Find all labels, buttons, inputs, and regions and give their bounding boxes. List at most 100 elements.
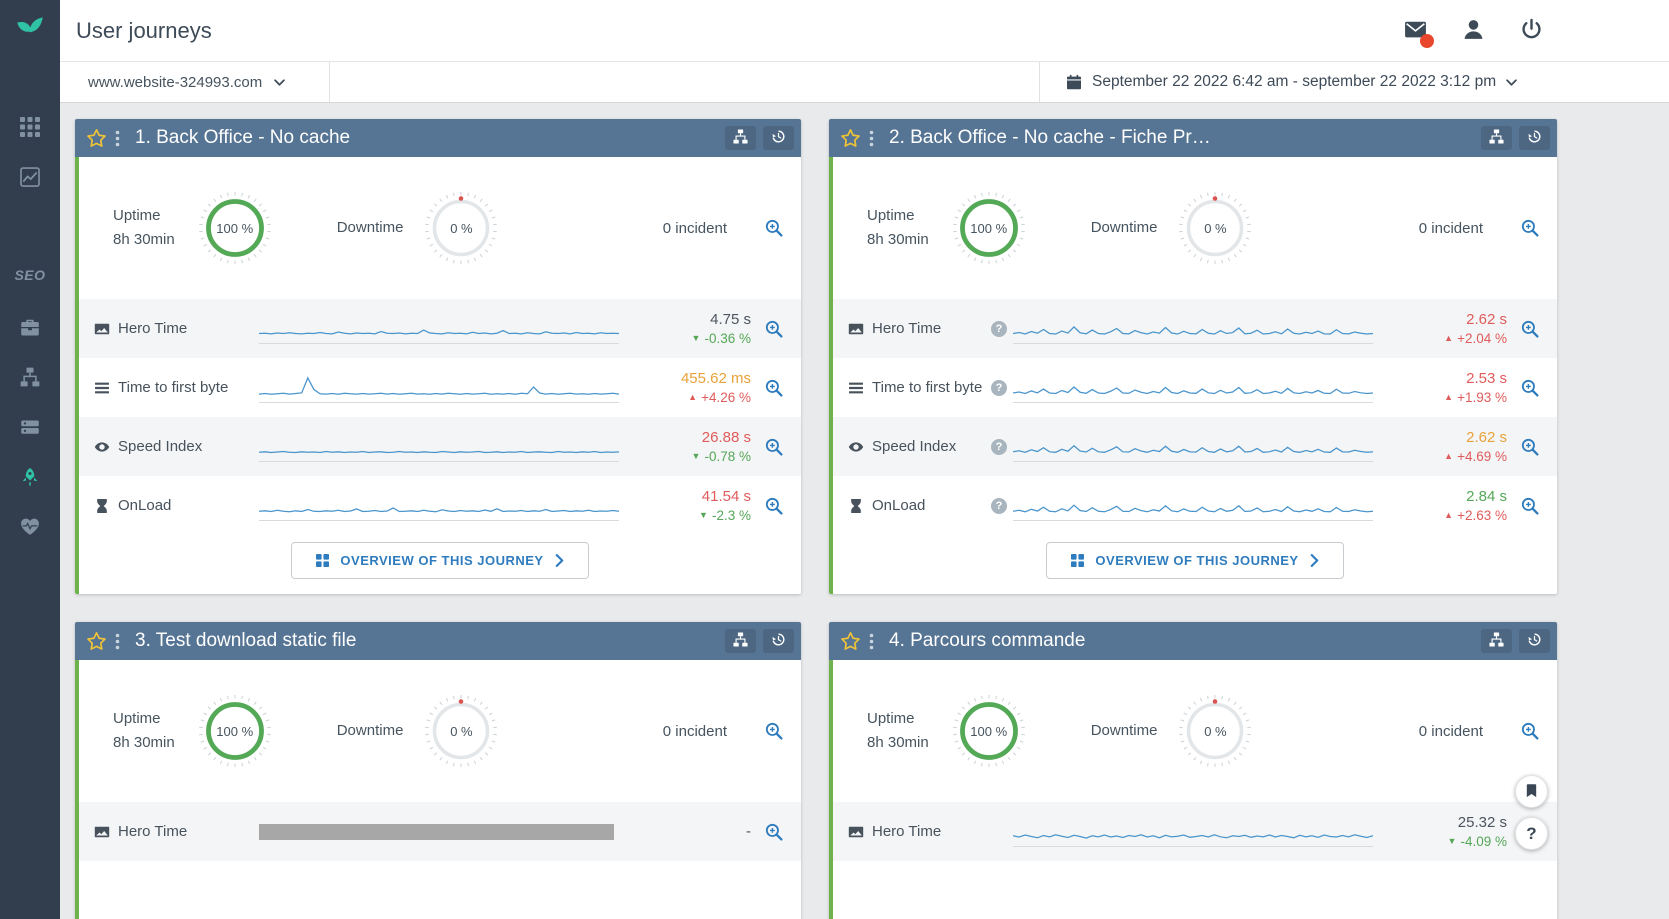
sidebar-item-toolbox[interactable]: [0, 304, 60, 354]
metric-rows: Hero Time ? 25.32 s ▼ -4.09 %: [833, 802, 1557, 861]
journey-card: 1. Back Office - No cache Uptime 8h 30mi…: [75, 119, 801, 594]
history-button[interactable]: [763, 629, 794, 653]
overview-button-label: OVERVIEW OF THIS JOURNEY: [340, 553, 544, 568]
journey-title: 4. Parcours commande: [889, 630, 1086, 651]
main-column: User journeys www.website-324993.com: [60, 0, 1669, 919]
favorite-star-icon[interactable]: [838, 126, 862, 150]
metric-delta: ▼ -0.78 %: [692, 449, 751, 464]
zoom-metric-button[interactable]: [763, 377, 785, 399]
sidebar-item-health[interactable]: [0, 504, 60, 554]
zoom-metric-button[interactable]: [1519, 495, 1541, 517]
overview-button[interactable]: OVERVIEW OF THIS JOURNEY: [291, 542, 589, 579]
history-button[interactable]: [1519, 126, 1550, 150]
metric-values: 2.84 s ▲ +2.63 %: [1373, 488, 1519, 523]
sidebar-item-sitemap[interactable]: [0, 354, 60, 404]
downtime-gauge: 0 %: [423, 693, 499, 769]
notification-badge: [1420, 33, 1434, 48]
zoom-metric-button[interactable]: [763, 436, 785, 458]
metric-delta-value: -4.09 %: [1460, 834, 1507, 849]
zoom-availability-button[interactable]: [763, 720, 785, 742]
help-button[interactable]: ?: [1515, 817, 1548, 850]
favorite-star-icon[interactable]: [838, 629, 862, 653]
zoom-metric-button[interactable]: [763, 318, 785, 340]
uptime-value: 100 %: [216, 220, 254, 236]
sidebar-item-apps[interactable]: [0, 104, 60, 154]
uptime-gauge: 100 %: [951, 693, 1027, 769]
help-icon[interactable]: ?: [991, 438, 1007, 455]
sidebar-item-journeys[interactable]: [0, 454, 60, 504]
downtime-value: 0 %: [1204, 723, 1227, 739]
no-data-bar: [259, 823, 614, 840]
zoom-metric-button[interactable]: [763, 495, 785, 517]
account-button[interactable]: [1459, 17, 1487, 45]
history-button[interactable]: [763, 126, 794, 150]
metric-values: 2.62 s ▲ +2.04 %: [1373, 311, 1519, 346]
help-icon[interactable]: ?: [991, 379, 1007, 396]
incident-count: 0 incident: [662, 722, 727, 740]
content: 1. Back Office - No cache Uptime 8h 30mi…: [60, 103, 1669, 919]
help-icon[interactable]: ?: [991, 320, 1007, 337]
metric-delta: ▼ -0.36 %: [692, 331, 751, 346]
sidebar-item-seo[interactable]: SEO: [14, 267, 46, 283]
sidebar-item-analytics[interactable]: [0, 154, 60, 204]
site-selector-value: www.website-324993.com: [88, 73, 263, 91]
zoom-availability-button[interactable]: [1519, 217, 1541, 239]
image-icon: [848, 321, 864, 337]
trend-arrow-icon: ▲: [1444, 510, 1454, 520]
uptime-value: 100 %: [216, 723, 254, 739]
journey-card-header: 4. Parcours commande: [829, 622, 1557, 660]
metric-values: 26.88 s ▼ -0.78 %: [619, 429, 763, 464]
drag-handle-icon[interactable]: [869, 130, 877, 147]
help-icon[interactable]: ?: [991, 497, 1007, 514]
hourglass-icon: [848, 498, 864, 514]
metric-sparkline: [259, 817, 619, 847]
uptime-gauge: 100 %: [197, 190, 273, 266]
page-title: User journeys: [76, 17, 212, 43]
overview-button[interactable]: OVERVIEW OF THIS JOURNEY: [1046, 542, 1344, 579]
date-range-value: September 22 2022 6:42 am - september 22…: [1092, 73, 1497, 90]
bookmark-button[interactable]: [1515, 775, 1548, 808]
sitemap-icon: [733, 632, 748, 650]
zoom-metric-button[interactable]: [1519, 377, 1541, 399]
metric-label-wrap: Time to first byte ?: [94, 379, 259, 396]
history-icon: [1527, 129, 1542, 147]
favorite-star-icon[interactable]: [84, 126, 108, 150]
journey-title: 1. Back Office - No cache: [135, 127, 351, 148]
drag-handle-icon[interactable]: [115, 130, 123, 147]
metric-rows: Hero Time ? 2.62 s ▲ +2.04 % Time to fir…: [833, 299, 1557, 535]
metric-rows: Hero Time ? -: [79, 802, 801, 861]
metric-values: 25.32 s ▼ -4.09 %: [1373, 814, 1519, 849]
journey-steps-button[interactable]: [1481, 629, 1512, 653]
metric-row: Speed Index ? 2.62 s ▲ +4.69 %: [833, 417, 1557, 476]
site-selector[interactable]: www.website-324993.com: [60, 62, 330, 102]
messages-button[interactable]: [1401, 17, 1434, 48]
chevron-down-icon: [1506, 78, 1517, 86]
zoom-metric-button[interactable]: [1519, 436, 1541, 458]
journey-steps-button[interactable]: [1481, 126, 1512, 150]
favorite-star-icon[interactable]: [84, 629, 108, 653]
zoom-metric-button[interactable]: [763, 821, 785, 843]
logout-button[interactable]: [1517, 17, 1545, 45]
image-icon: [94, 824, 110, 840]
journey-steps-button[interactable]: [725, 126, 756, 150]
drag-handle-icon[interactable]: [869, 633, 877, 650]
zoom-availability-button[interactable]: [763, 217, 785, 239]
journey-steps-button[interactable]: [725, 629, 756, 653]
app-logo[interactable]: [0, 0, 60, 62]
drag-handle-icon[interactable]: [115, 633, 123, 650]
grid-icon: [1071, 554, 1085, 567]
zoom-availability-button[interactable]: [1519, 720, 1541, 742]
date-range-selector[interactable]: September 22 2022 6:42 am - september 22…: [1040, 62, 1669, 102]
zoom-metric-button[interactable]: [1519, 318, 1541, 340]
metric-value: -: [746, 823, 751, 840]
metric-delta: ▲ +4.69 %: [1444, 449, 1507, 464]
journey-title: 2. Back Office - No cache - Fiche Pr…: [889, 127, 1211, 148]
downtime-gauge: 0 %: [423, 190, 499, 266]
sidebar-item-server[interactable]: [0, 404, 60, 454]
incident-count: 0 incident: [1418, 219, 1483, 237]
hourglass-icon: [94, 498, 110, 514]
metric-delta-value: -0.78 %: [704, 449, 751, 464]
history-button[interactable]: [1519, 629, 1550, 653]
metric-row: OnLoad ? 41.54 s ▼ -2.3 %: [79, 476, 801, 535]
journey-card: 3. Test download static file Uptime 8h 3…: [75, 622, 801, 919]
